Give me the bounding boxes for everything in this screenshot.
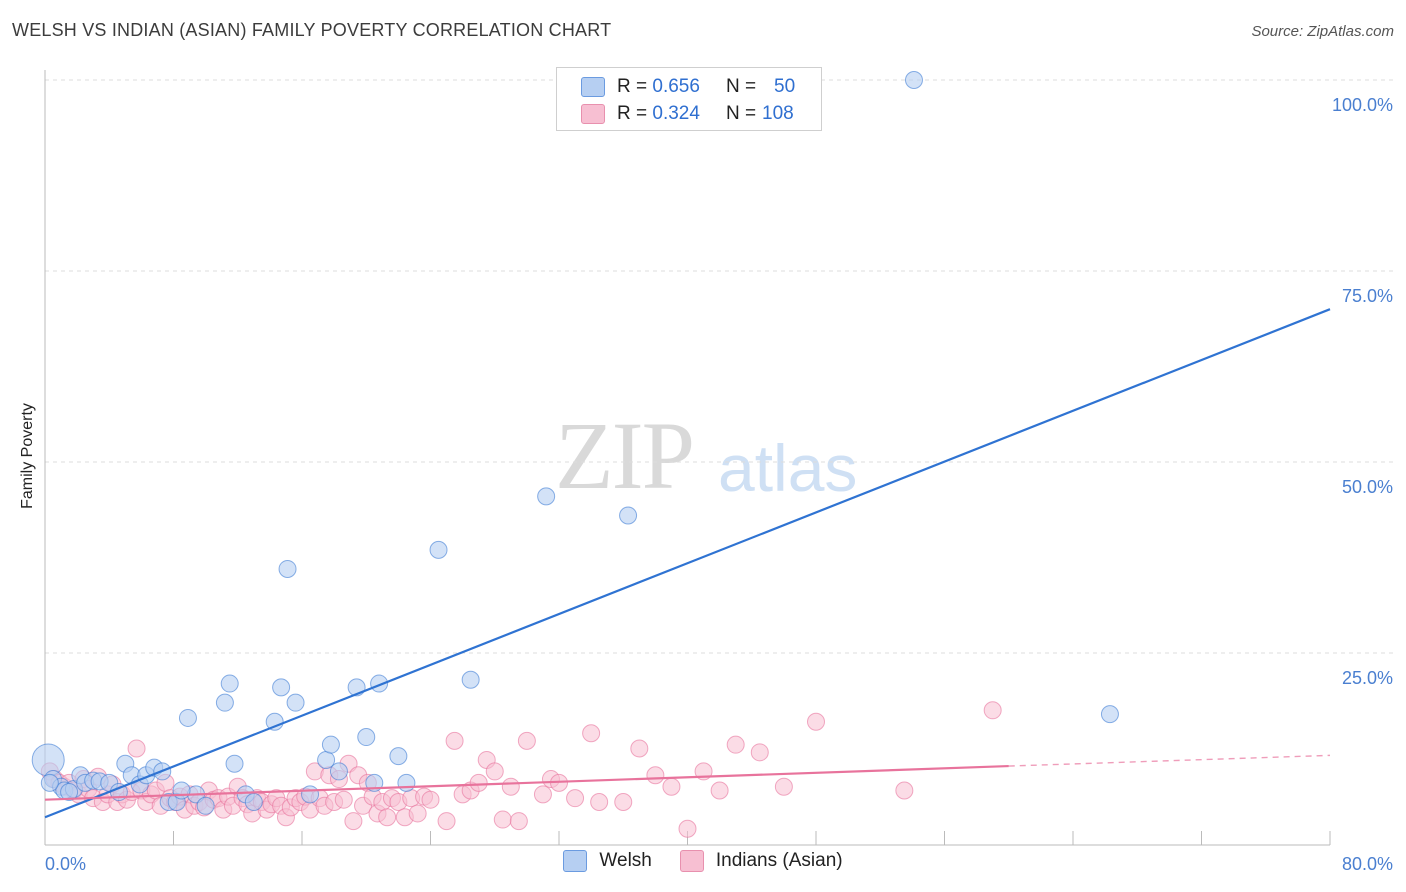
legend-r-value: 0.656	[652, 76, 700, 97]
indian-point	[334, 790, 353, 809]
legend-n-label: N =	[725, 76, 757, 97]
welsh-point	[357, 728, 376, 747]
welsh-point	[220, 674, 239, 693]
y-tick-label: 50.0%	[1342, 477, 1393, 497]
indian-point	[630, 739, 649, 758]
legend-swatch-welsh	[563, 850, 588, 872]
legend-n-value: 50	[774, 76, 796, 97]
tick-labels: 25.0% 50.0% 75.0% 100.0% 0.0% 80.0%	[45, 95, 1393, 874]
grid-layer	[45, 79, 1395, 654]
welsh-point	[225, 754, 244, 773]
indian-point	[421, 790, 440, 809]
legend-r-label: R =	[617, 76, 648, 97]
indian-point	[662, 777, 681, 796]
indian-point	[501, 777, 520, 796]
welsh-point	[429, 540, 448, 559]
series-legend: Welsh Indians (Asian)	[0, 850, 1406, 872]
legend-n-label: N =	[725, 103, 757, 124]
indian-point	[509, 812, 528, 831]
indian-point	[726, 735, 745, 754]
chart-title: WELSH VS INDIAN (ASIAN) FAMILY POVERTY C…	[12, 20, 612, 40]
indian-point	[445, 731, 464, 750]
welsh-point	[196, 796, 215, 815]
indian-point	[469, 773, 488, 792]
welsh-point	[904, 71, 923, 89]
chart-source: Source: ZipAtlas.com	[1251, 23, 1394, 40]
welsh-point	[172, 781, 191, 800]
y-tick-label: 25.0%	[1342, 668, 1393, 688]
welsh-point	[329, 762, 348, 781]
indian-point	[710, 781, 729, 800]
indian-trend-extension	[1008, 754, 1331, 767]
welsh-point	[461, 670, 480, 689]
indian-point	[807, 712, 825, 731]
indian-point	[895, 781, 914, 800]
welsh-point	[60, 783, 79, 802]
welsh-point	[272, 678, 291, 697]
legend-swatch-welsh	[581, 77, 605, 97]
welsh-point	[537, 487, 556, 506]
indian-point	[678, 819, 697, 838]
indian-point	[646, 766, 665, 785]
indian-point	[485, 762, 504, 781]
indian-point	[493, 810, 512, 829]
stats-legend: R = 0.656 N = 50 R = 0.324 N = 108	[556, 67, 822, 131]
welsh-point	[265, 712, 284, 731]
legend-n-value: 108	[762, 103, 794, 124]
y-tick-label: 75.0%	[1342, 286, 1393, 306]
legend-swatch-indian	[679, 850, 704, 872]
legend-row-indian: R = 0.324 N = 108	[581, 101, 794, 127]
indian-point	[378, 808, 397, 827]
indian-trend-line	[44, 764, 1009, 801]
welsh-point	[244, 792, 263, 811]
welsh-point	[178, 708, 197, 727]
axis-layer	[44, 70, 1331, 846]
welsh-point	[1100, 705, 1119, 724]
legend-row-welsh: R = 0.656 N = 50	[581, 74, 795, 100]
legend-item-welsh[interactable]: Welsh	[563, 850, 652, 872]
indian-point	[127, 739, 146, 758]
indian-point	[983, 701, 1002, 720]
legend-label-welsh: Welsh	[599, 850, 652, 871]
welsh-trend-line	[44, 308, 1331, 819]
indian-point	[774, 777, 793, 796]
welsh-point	[397, 773, 416, 792]
trend-lines	[44, 308, 1331, 819]
welsh-points	[31, 71, 1119, 815]
y-tick-label: 100.0%	[1332, 95, 1393, 115]
indian-point	[582, 724, 601, 743]
welsh-point	[278, 559, 297, 578]
legend-r-value: 0.324	[652, 103, 700, 124]
welsh-point	[215, 693, 234, 712]
indian-point	[533, 785, 552, 804]
indian-point	[566, 789, 585, 808]
legend-item-indian[interactable]: Indians (Asian)	[679, 850, 843, 872]
x-tick-label: 0.0%	[45, 854, 86, 874]
welsh-point	[31, 743, 65, 777]
indian-point	[517, 731, 536, 750]
watermark-zip: ZIP	[555, 402, 695, 509]
watermark-atlas: atlas	[718, 431, 858, 505]
indian-point	[590, 792, 609, 811]
indian-point	[437, 812, 456, 831]
welsh-point	[40, 773, 59, 792]
welsh-point	[389, 747, 408, 766]
legend-swatch-indian	[581, 104, 605, 124]
legend-r-label: R =	[617, 103, 648, 124]
indian-point	[614, 792, 633, 811]
indian-point	[344, 812, 363, 831]
indian-point	[750, 743, 769, 762]
welsh-point	[301, 785, 320, 804]
welsh-point	[619, 506, 638, 525]
welsh-point	[286, 693, 305, 712]
indian-point	[408, 804, 427, 823]
x-tick-label: 80.0%	[1342, 854, 1393, 874]
legend-label-indian: Indians (Asian)	[715, 850, 843, 871]
welsh-point	[321, 735, 340, 754]
